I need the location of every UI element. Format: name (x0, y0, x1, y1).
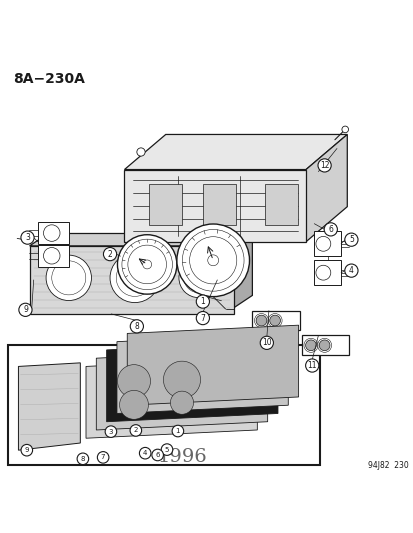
Text: 11: 11 (307, 361, 316, 370)
Text: 5: 5 (164, 447, 169, 453)
Bar (124, 169, 305, 242)
Circle shape (305, 359, 318, 372)
Circle shape (130, 320, 143, 333)
Circle shape (318, 340, 329, 351)
Text: 6: 6 (155, 452, 159, 458)
Circle shape (305, 340, 316, 351)
Bar (202, 184, 235, 225)
Bar (38, 222, 69, 244)
Circle shape (97, 451, 109, 463)
Text: 2: 2 (133, 427, 138, 433)
Text: 2: 2 (107, 249, 112, 259)
Circle shape (172, 425, 183, 437)
Circle shape (140, 380, 169, 409)
Bar (8, 345, 319, 465)
Circle shape (163, 361, 200, 398)
Text: 3: 3 (25, 233, 30, 242)
Bar (29, 246, 233, 314)
Polygon shape (116, 334, 287, 414)
Circle shape (344, 264, 357, 277)
Bar (264, 184, 297, 225)
Text: 1: 1 (175, 428, 180, 434)
Circle shape (138, 355, 171, 388)
Polygon shape (29, 233, 252, 246)
Circle shape (21, 231, 34, 244)
Text: 8: 8 (134, 322, 139, 331)
Text: 1996: 1996 (157, 448, 207, 466)
Circle shape (119, 390, 148, 419)
Text: 8: 8 (81, 456, 85, 462)
Circle shape (152, 449, 163, 461)
Circle shape (196, 311, 209, 325)
Circle shape (170, 391, 193, 414)
Circle shape (161, 444, 172, 455)
Polygon shape (86, 358, 257, 438)
Polygon shape (19, 363, 80, 450)
Circle shape (105, 426, 116, 438)
Circle shape (177, 351, 214, 389)
Polygon shape (305, 134, 347, 242)
Text: 8A−230A: 8A−230A (13, 72, 85, 86)
Polygon shape (233, 233, 252, 308)
Text: 7: 7 (101, 454, 105, 461)
Circle shape (176, 224, 249, 297)
Text: 7: 7 (200, 313, 205, 322)
Text: 4: 4 (142, 450, 147, 456)
Text: 9: 9 (24, 447, 29, 453)
Text: 3: 3 (108, 429, 113, 434)
Bar (149, 184, 182, 225)
Text: 12: 12 (319, 161, 329, 170)
Circle shape (21, 445, 33, 456)
Text: 9: 9 (23, 305, 28, 314)
Circle shape (46, 255, 91, 301)
Polygon shape (124, 134, 347, 169)
Circle shape (317, 159, 330, 172)
Circle shape (196, 295, 209, 308)
Circle shape (110, 253, 159, 303)
Circle shape (137, 148, 145, 156)
Bar (252, 311, 299, 330)
Text: 1: 1 (200, 297, 205, 306)
Circle shape (103, 247, 116, 261)
Polygon shape (107, 342, 277, 422)
Text: 4: 4 (348, 266, 353, 275)
Polygon shape (127, 325, 298, 405)
Circle shape (344, 233, 357, 246)
Circle shape (117, 235, 176, 294)
Circle shape (269, 315, 280, 326)
Bar (313, 231, 340, 256)
Text: 6: 6 (328, 225, 332, 234)
Circle shape (19, 303, 32, 317)
Circle shape (341, 126, 348, 133)
Bar (313, 260, 340, 285)
Circle shape (256, 315, 266, 326)
Bar (301, 335, 349, 355)
Circle shape (139, 447, 151, 459)
Circle shape (178, 258, 218, 297)
Circle shape (77, 453, 88, 465)
Text: 5: 5 (348, 235, 353, 244)
Circle shape (260, 336, 273, 350)
Polygon shape (96, 350, 267, 430)
Text: 94J82  230: 94J82 230 (368, 461, 408, 470)
Circle shape (130, 425, 141, 436)
Bar (38, 245, 69, 266)
Text: 10: 10 (261, 338, 271, 348)
Circle shape (117, 365, 150, 398)
Circle shape (323, 223, 337, 236)
